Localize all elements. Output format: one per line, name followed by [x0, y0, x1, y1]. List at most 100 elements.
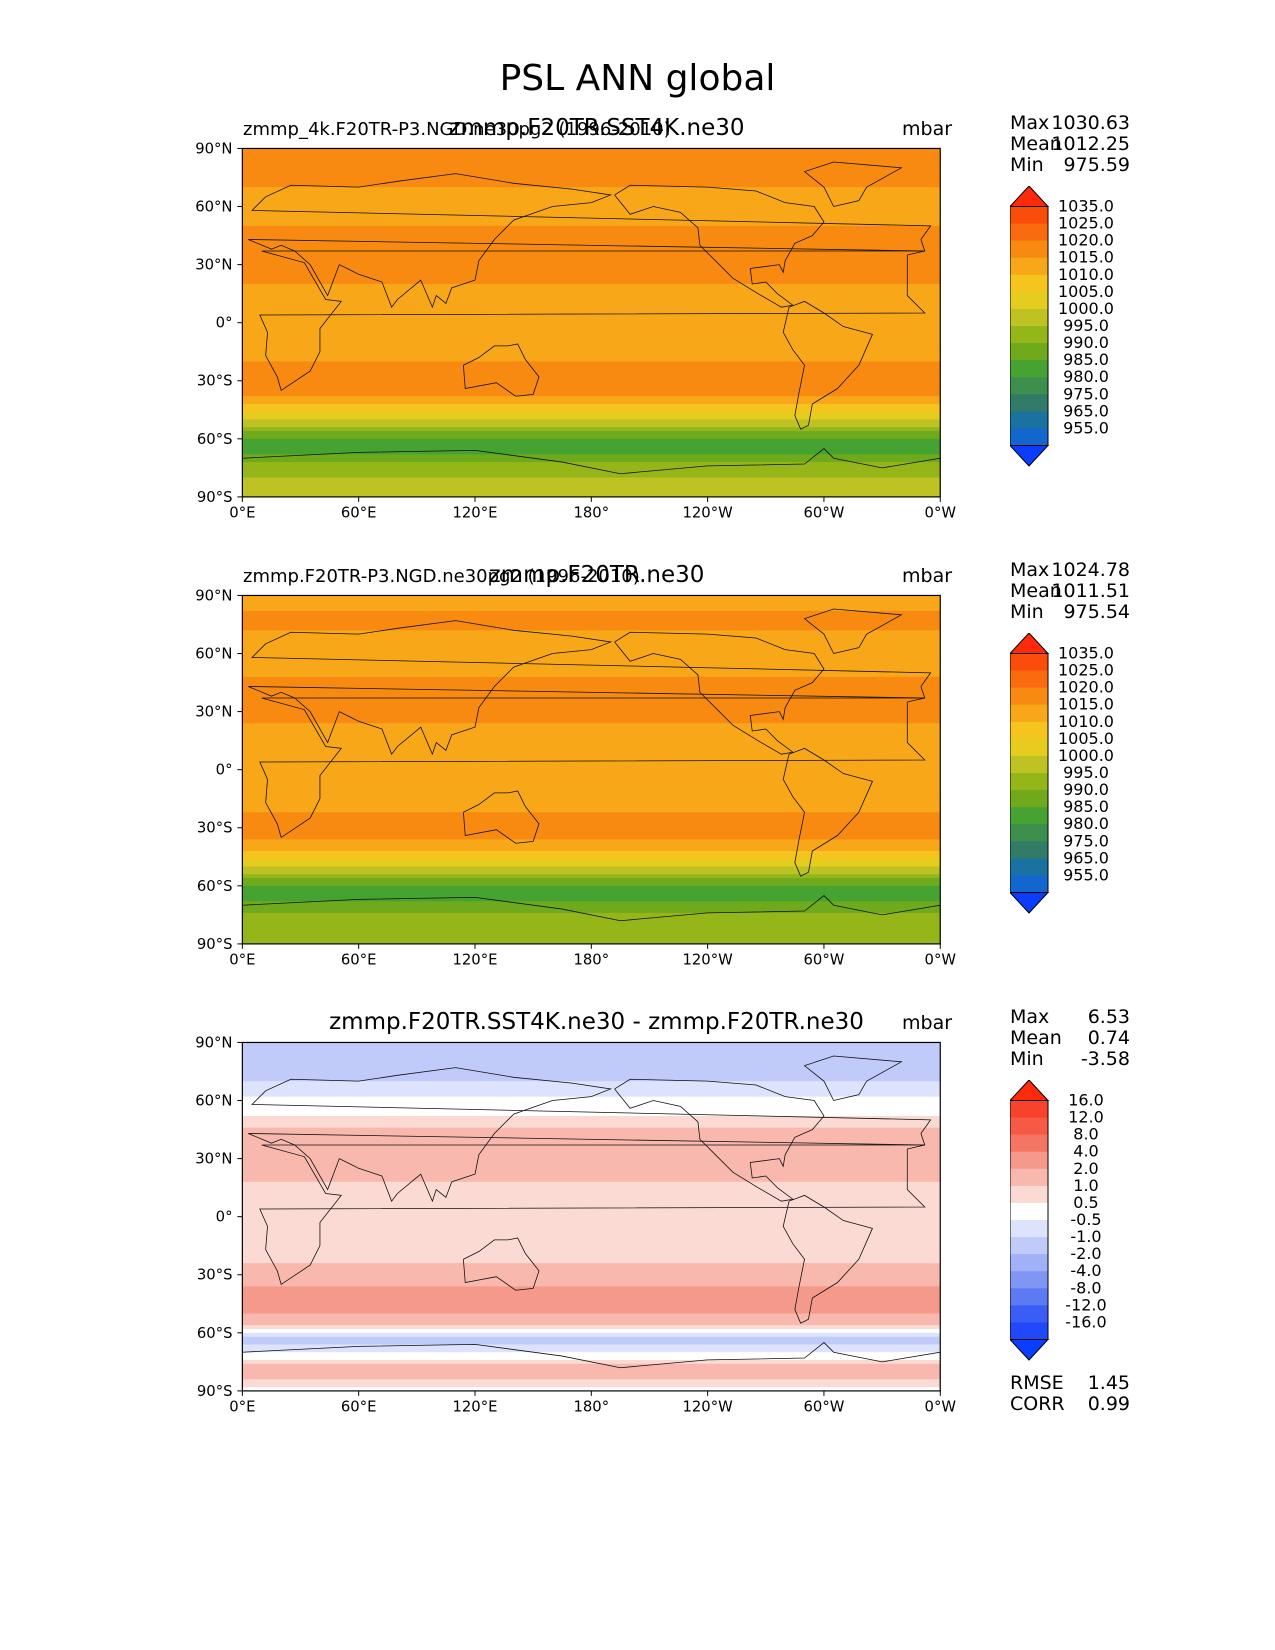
x-tick-label: 60°E [341, 505, 377, 522]
x-tick-label: 0°E [229, 505, 255, 522]
field-band [242, 268, 941, 273]
colorbar-tick-label: 16.0 [1068, 1090, 1104, 1109]
colorbar-segment [1010, 411, 1048, 429]
field-band [242, 638, 941, 643]
field-band [242, 1150, 941, 1156]
y-tick-label: 30°N [195, 257, 232, 274]
field-band [242, 897, 941, 902]
field-band [242, 746, 941, 751]
colorbar: 1035.01025.01020.01015.01010.01005.01000… [1010, 186, 1114, 467]
field-band [242, 1371, 941, 1377]
field-band [242, 761, 941, 767]
map-plot: 0°E 60°E 120°E 180° 120°W 60°W 0°W 90°N 60°N 30°N… [195, 587, 957, 969]
colorbar-tick-label: 1005.0 [1058, 282, 1114, 301]
field-band [242, 431, 941, 436]
field-band [242, 1232, 941, 1237]
field-band [242, 1255, 941, 1260]
x-tick-label: 180° [573, 952, 609, 969]
field-band [242, 754, 941, 759]
field-band [242, 669, 941, 674]
field-band [242, 1297, 941, 1303]
field-band [242, 1321, 941, 1326]
field-band [242, 850, 941, 856]
field-band [242, 618, 941, 624]
field-band [242, 1193, 941, 1198]
coastline [259, 1144, 926, 1286]
colorbar-tick-label: 1025.0 [1058, 661, 1114, 680]
colorbar-tick-label: 975.0 [1063, 831, 1109, 850]
field-band [242, 610, 941, 616]
field-band [242, 434, 941, 440]
field-band [242, 1205, 941, 1210]
field-band [242, 376, 941, 382]
field-band [242, 858, 941, 864]
x-tick-label: 120°E [452, 505, 497, 522]
field-band [242, 1185, 941, 1191]
colorbar-segment [1010, 343, 1048, 361]
field-band [242, 1042, 941, 1047]
field-band [242, 823, 941, 829]
field-band [242, 427, 941, 432]
stat-label: Mean [1010, 580, 1062, 602]
colorbar-segment [1010, 257, 1048, 276]
colorbar-tick-label: 980.0 [1063, 367, 1109, 386]
colorbar-segment [1010, 308, 1048, 327]
coastline [462, 343, 540, 397]
map-plot: 0°E 60°E 120°E 180° 120°W 60°W 0°W 90°N 60°N 30°N… [195, 140, 956, 522]
x-tick-label: 180° [573, 1399, 609, 1416]
field-band [242, 167, 941, 173]
field-band [242, 489, 941, 494]
field-band [242, 835, 941, 840]
field-band [242, 854, 941, 860]
field-band [242, 1162, 941, 1167]
field-band [242, 485, 941, 490]
field-band [242, 187, 941, 192]
field-band [242, 820, 941, 825]
field-band [242, 1131, 941, 1136]
colorbar-tick-label: 990.0 [1063, 333, 1109, 352]
panel-units: mbar [902, 1012, 953, 1034]
colorbar-segment [1010, 875, 1048, 894]
field-band [242, 206, 941, 211]
field-band [242, 1096, 941, 1102]
coastline [259, 697, 926, 839]
x-tick-label: 60°W [804, 1399, 845, 1416]
colorbar-tick-label: 995.0 [1063, 763, 1109, 782]
colorbar-segment [1010, 824, 1048, 842]
field-band [242, 357, 941, 362]
field-band [242, 272, 941, 277]
stat-label: Min [1010, 1048, 1044, 1070]
field-band [242, 1328, 941, 1334]
field-band [242, 1189, 941, 1195]
field-band [242, 796, 941, 802]
field-band [242, 1104, 941, 1109]
field-band [242, 458, 941, 463]
field-band [242, 614, 941, 620]
panel-units: mbar [902, 565, 953, 587]
field-band [242, 473, 941, 479]
coastline [803, 161, 903, 207]
field-band [242, 210, 941, 215]
field-band [242, 407, 941, 413]
colorbar-segment [1010, 394, 1048, 412]
coastline [462, 1237, 540, 1291]
colorbar-tick-label: 4.0 [1073, 1142, 1098, 1161]
coastline [462, 790, 540, 844]
colorbar-tick-label: 1010.0 [1058, 712, 1114, 731]
field-band [242, 730, 941, 736]
field-band [242, 307, 941, 312]
x-tick-label: 0°W [925, 952, 957, 969]
y-tick-label: 60°S [197, 1325, 233, 1342]
field-band [242, 727, 941, 732]
colorbar-tick-label: 965.0 [1063, 848, 1109, 867]
field-band [242, 419, 941, 424]
x-tick-label: 0°E [229, 952, 255, 969]
colorbar-extend-top [1010, 186, 1050, 207]
field-band [242, 314, 941, 320]
field-band [242, 672, 941, 678]
field-band [242, 1363, 941, 1369]
colorbar-tick-label: -12.0 [1065, 1295, 1106, 1314]
field-band [242, 194, 941, 200]
field-band [242, 1174, 941, 1179]
field-band [242, 252, 941, 258]
